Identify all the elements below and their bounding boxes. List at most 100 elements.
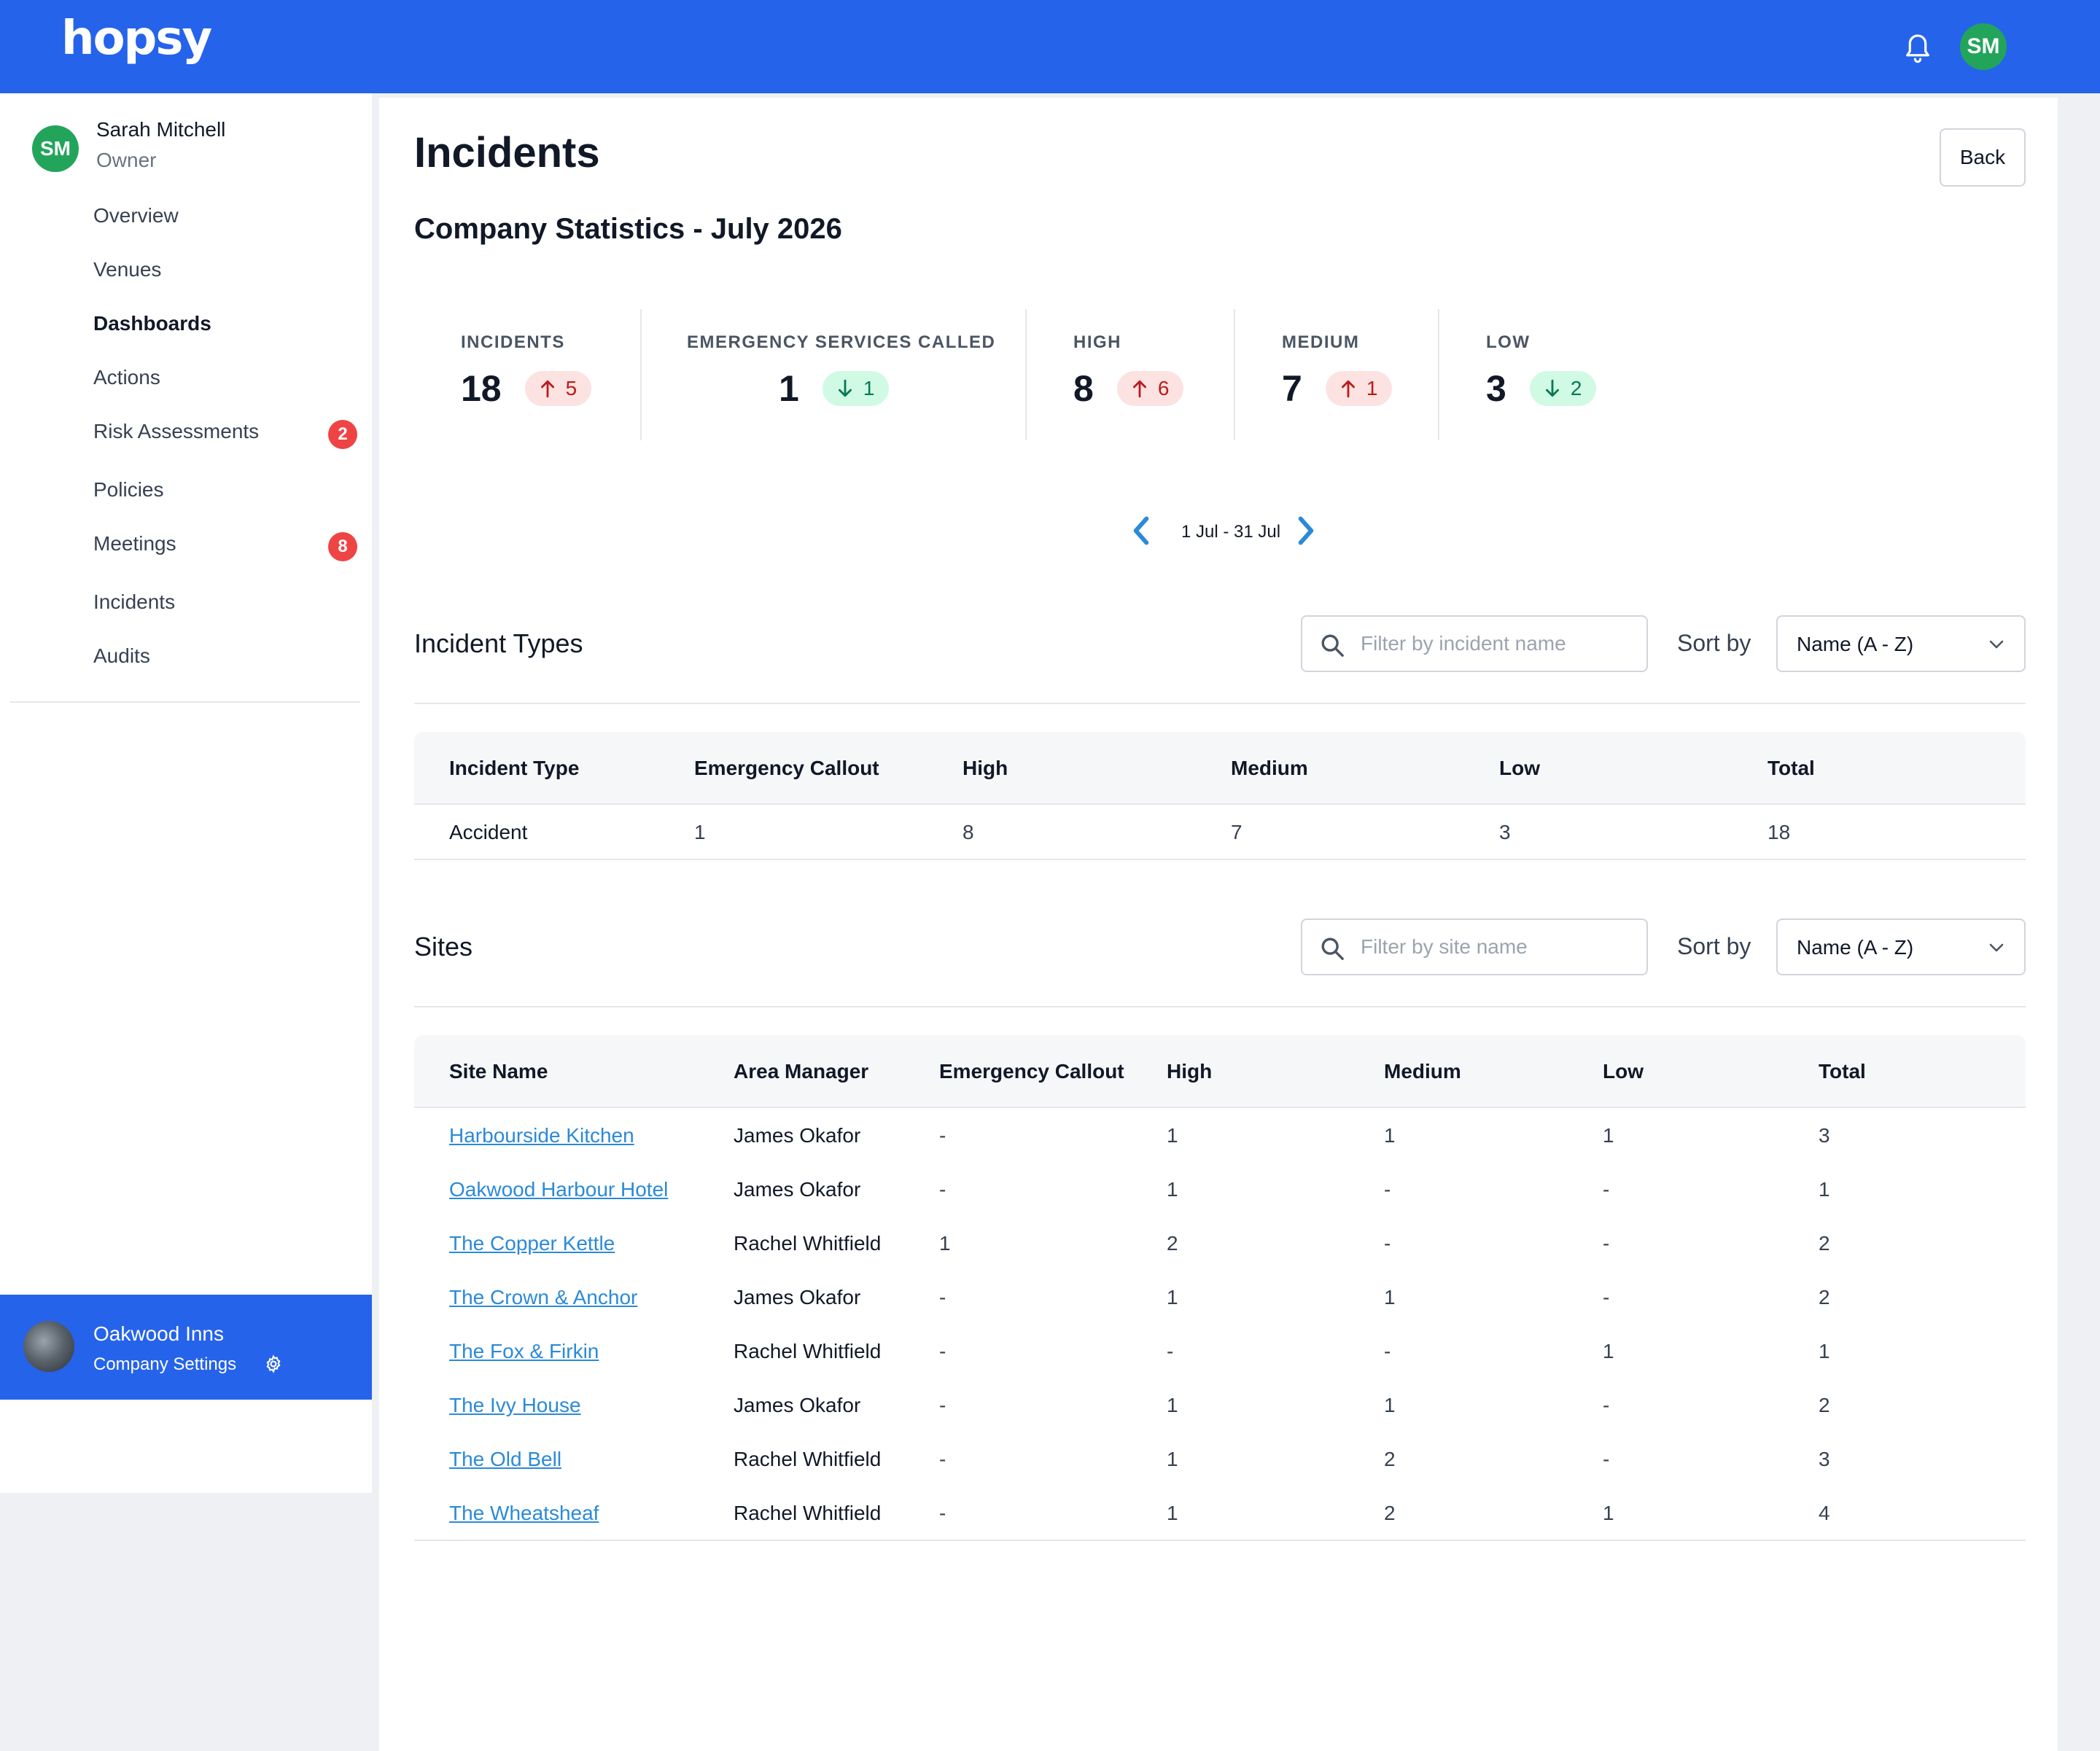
- delta-badge: 6: [1116, 371, 1184, 406]
- date-range-label: 1 Jul - 31 Jul: [1181, 522, 1281, 542]
- table-cell: -: [939, 1124, 946, 1147]
- sidebar-item-policies[interactable]: Policies: [93, 478, 164, 501]
- table-cell: 2: [1819, 1394, 1830, 1416]
- site-link[interactable]: Harbourside Kitchen: [449, 1124, 634, 1147]
- table-cell: -: [1384, 1178, 1391, 1201]
- site-link[interactable]: The Wheatsheaf: [449, 1502, 599, 1524]
- company-settings-link[interactable]: Company Settings: [93, 1354, 237, 1374]
- sidebar-item-overview[interactable]: Overview: [93, 204, 179, 227]
- site-link[interactable]: The Fox & Firkin: [449, 1340, 599, 1362]
- sidebar-item-venues[interactable]: Venues: [93, 258, 162, 281]
- table-row: The Wheatsheaf Rachel Whitfield - 1 2 1 …: [414, 1486, 2026, 1540]
- incident-search-field[interactable]: [1301, 615, 1648, 672]
- section-divider: [414, 703, 2026, 704]
- site-link[interactable]: The Crown & Anchor: [449, 1286, 638, 1309]
- column-header[interactable]: Incident Type: [449, 757, 580, 779]
- back-button[interactable]: Back: [1940, 128, 2026, 187]
- gear-icon[interactable]: [264, 1354, 283, 1373]
- table-cell: 1: [1819, 1178, 1830, 1201]
- site-search-field[interactable]: [1301, 919, 1648, 975]
- sidebar-item-dashboards[interactable]: Dashboards: [93, 312, 211, 335]
- table-cell: 3: [1819, 1448, 1830, 1470]
- company-switcher[interactable]: Oakwood Inns Company Settings: [0, 1295, 372, 1400]
- stat-label: MEDIUM: [1282, 332, 1360, 352]
- sidebar-item-meetings[interactable]: Meetings: [93, 532, 176, 555]
- sidebar-item-risk-assessments[interactable]: Risk Assessments: [93, 420, 260, 442]
- sidebar-item-incidents[interactable]: Incidents: [93, 590, 176, 613]
- bell-icon[interactable]: [1902, 29, 1934, 66]
- stat-high: HIGH 8 6: [1073, 332, 1184, 409]
- chevron-right-icon[interactable]: [1295, 515, 1317, 547]
- table-cell: -: [1384, 1340, 1391, 1362]
- table-cell: 1: [1167, 1394, 1178, 1416]
- column-header[interactable]: Low: [1499, 757, 1540, 779]
- sites-table: Site Name Area Manager Emergency Callout…: [414, 1035, 2026, 1541]
- table-cell: 2: [1819, 1286, 1830, 1309]
- stat-incidents: INCIDENTS 18 5: [461, 332, 592, 409]
- column-header[interactable]: Total: [1768, 757, 1815, 779]
- table-cell: -: [1603, 1286, 1610, 1309]
- area-manager-cell: James Okafor: [734, 1124, 861, 1147]
- table-cell: 1: [1384, 1124, 1396, 1147]
- table-cell: -: [1603, 1394, 1610, 1416]
- incident-sort-select[interactable]: Name (A - Z): [1776, 615, 2026, 672]
- meetings-badge: 8: [328, 532, 357, 561]
- area-manager-cell: Rachel Whitfield: [734, 1232, 882, 1255]
- company-name: Oakwood Inns: [93, 1322, 224, 1345]
- table-cell: 1: [1167, 1448, 1178, 1470]
- arrow-down-icon: [1545, 379, 1559, 397]
- table-cell: -: [939, 1502, 946, 1524]
- sidebar-user-role: Owner: [96, 149, 157, 171]
- stat-value: 8: [1073, 368, 1094, 409]
- stat-value: 7: [1282, 368, 1302, 409]
- site-link[interactable]: The Ivy House: [449, 1394, 581, 1416]
- incident-search-input[interactable]: [1361, 625, 1638, 662]
- table-cell: -: [939, 1340, 946, 1362]
- table-row: The Fox & Firkin Rachel Whitfield - - - …: [414, 1324, 2026, 1378]
- chevron-left-icon[interactable]: [1130, 515, 1152, 547]
- column-header[interactable]: Low: [1603, 1060, 1644, 1083]
- section-divider: [414, 1006, 2026, 1007]
- table-cell: -: [1167, 1340, 1174, 1362]
- delta-value: 1: [863, 377, 875, 399]
- stat-label: EMERGENCY SERVICES CALLED: [687, 332, 996, 352]
- incident-types-table: Incident Type Emergency Callout High Med…: [414, 732, 2026, 860]
- table-cell: 3: [1819, 1124, 1830, 1147]
- site-link[interactable]: Oakwood Harbour Hotel: [449, 1178, 669, 1201]
- table-cell: 1: [1384, 1394, 1396, 1416]
- column-header[interactable]: Emergency Callout: [939, 1060, 1124, 1083]
- column-header[interactable]: Site Name: [449, 1060, 548, 1083]
- statistics-heading: Company Statistics - July 2026: [414, 213, 842, 245]
- main-content: Incidents Back Company Statistics - July…: [379, 98, 2058, 1751]
- user-avatar[interactable]: SM: [1960, 23, 2007, 70]
- table-cell: 1: [1167, 1124, 1178, 1147]
- app-logo[interactable]: hopsy: [61, 12, 212, 66]
- site-search-input[interactable]: [1361, 929, 1638, 965]
- column-header[interactable]: High: [962, 757, 1008, 779]
- stat-low: LOW 3 2: [1486, 332, 1597, 409]
- site-link[interactable]: The Copper Kettle: [449, 1232, 615, 1255]
- table-row: The Ivy House James Okafor - 1 1 - 2: [414, 1378, 2026, 1432]
- sidebar-item-audits[interactable]: Audits: [93, 644, 150, 667]
- column-header[interactable]: Area Manager: [734, 1060, 869, 1083]
- table-cell: 8: [962, 821, 974, 843]
- delta-badge: 5: [524, 371, 592, 406]
- page-title: Incidents: [414, 129, 600, 176]
- arrow-up-icon: [1132, 380, 1146, 398]
- sidebar-divider: [10, 701, 360, 703]
- stat-medium: MEDIUM 7 1: [1282, 332, 1393, 409]
- sidebar-item-actions[interactable]: Actions: [93, 366, 160, 389]
- column-header[interactable]: Total: [1819, 1060, 1866, 1083]
- top-bar: hopsy SM: [0, 0, 2100, 93]
- column-header[interactable]: Emergency Callout: [694, 757, 879, 779]
- delta-badge: 1: [822, 371, 890, 406]
- site-sort-select[interactable]: Name (A - Z): [1776, 919, 2026, 975]
- table-cell: 1: [1167, 1502, 1178, 1524]
- column-header[interactable]: High: [1167, 1060, 1213, 1083]
- table-cell: 1: [1384, 1286, 1396, 1309]
- stat-label: INCIDENTS: [461, 332, 565, 352]
- column-header[interactable]: Medium: [1231, 757, 1308, 779]
- site-link[interactable]: The Old Bell: [449, 1448, 562, 1470]
- table-row: Oakwood Harbour Hotel James Okafor - 1 -…: [414, 1162, 2026, 1216]
- column-header[interactable]: Medium: [1384, 1060, 1461, 1083]
